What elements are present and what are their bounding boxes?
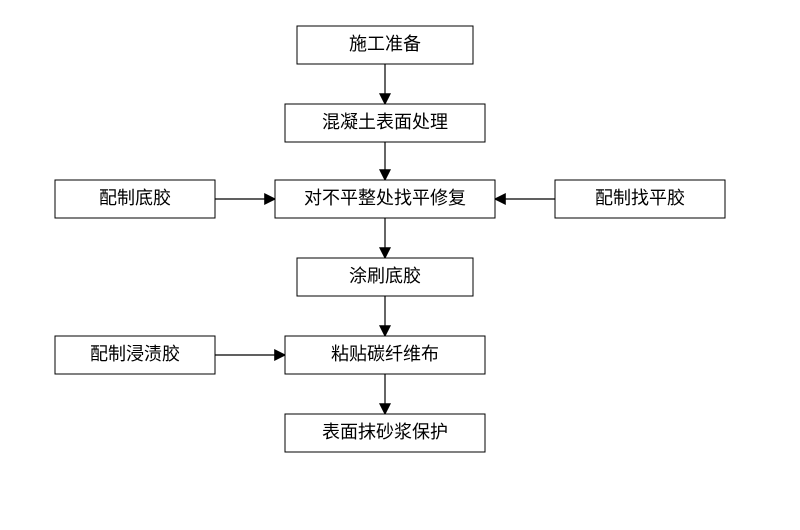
- flow-node-label: 粘贴碳纤维布: [331, 344, 439, 364]
- flow-node-s1: 配制底胶: [55, 180, 215, 218]
- flow-node-n4: 涂刷底胶: [297, 258, 473, 296]
- flow-node-label: 配制找平胶: [595, 188, 685, 208]
- flow-node-n6: 表面抹砂浆保护: [285, 414, 485, 452]
- flow-node-label: 混凝土表面处理: [322, 112, 448, 132]
- flowchart-canvas: 施工准备混凝土表面处理对不平整处找平修复涂刷底胶粘贴碳纤维布表面抹砂浆保护 配制底…: [0, 0, 800, 530]
- flow-node-n1: 施工准备: [297, 26, 473, 64]
- flow-node-s2: 配制找平胶: [555, 180, 725, 218]
- flow-node-n5: 粘贴碳纤维布: [285, 336, 485, 374]
- flow-node-label: 配制浸渍胶: [90, 344, 180, 364]
- flow-node-label: 施工准备: [349, 34, 421, 54]
- flow-node-label: 表面抹砂浆保护: [322, 422, 448, 442]
- flow-node-s3: 配制浸渍胶: [55, 336, 215, 374]
- flow-node-n3: 对不平整处找平修复: [275, 180, 495, 218]
- flow-node-label: 对不平整处找平修复: [304, 188, 466, 208]
- flow-node-n2: 混凝土表面处理: [285, 104, 485, 142]
- flow-node-label: 涂刷底胶: [349, 266, 421, 286]
- flow-node-label: 配制底胶: [99, 188, 171, 208]
